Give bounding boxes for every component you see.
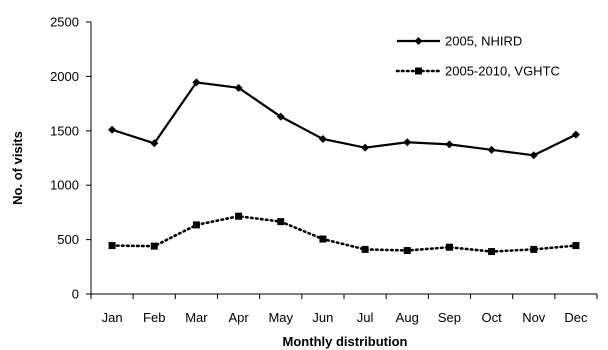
legend: 2005, NHIRD 2005-2010, VGHTC — [395, 34, 560, 79]
series-1 — [108, 78, 580, 160]
data-point — [277, 218, 285, 226]
legend-label: 2005-2010, VGHTC — [445, 64, 560, 79]
data-point — [529, 151, 538, 160]
data-point — [403, 138, 412, 147]
data-point — [150, 139, 159, 148]
data-point — [361, 143, 370, 152]
data-point — [235, 212, 243, 220]
y-tick-label: 500 — [57, 232, 79, 247]
data-point — [445, 140, 454, 149]
legend-marker — [414, 37, 423, 45]
data-point — [318, 134, 327, 143]
y-tick-label: 1000 — [50, 178, 79, 193]
x-tick-label: Sep — [438, 310, 461, 325]
data-point — [192, 221, 200, 229]
x-ticks: Jan Feb Mar Apr May Jun Jul Aug Sep Oct Nov Dec — [90, 294, 598, 325]
series-layer — [108, 78, 580, 256]
y-tick-label: 2000 — [50, 69, 79, 84]
data-point — [571, 130, 580, 139]
x-axis-title: Monthly distribution — [283, 334, 408, 349]
series-line — [110, 214, 578, 253]
data-point — [403, 246, 411, 254]
x-tick-label: Mar — [185, 310, 208, 325]
data-point — [108, 125, 117, 134]
legend-item: 2005-2010, VGHTC — [395, 64, 560, 79]
data-point — [234, 83, 243, 92]
data-point — [572, 242, 580, 250]
x-tick-label: Feb — [143, 310, 165, 325]
data-point — [276, 112, 285, 121]
x-tick-label: Jun — [312, 310, 333, 325]
x-tick-label: Apr — [228, 310, 249, 325]
data-point — [108, 242, 116, 250]
x-tick-label: Jan — [102, 310, 123, 325]
y-tick-label: 2500 — [50, 15, 79, 30]
legend-marker — [415, 67, 422, 75]
y-tick-label: 1500 — [50, 123, 79, 138]
x-tick-label: Oct — [481, 310, 502, 325]
y-axis-title: No. of visits — [10, 131, 25, 205]
y-ticks: 0 500 1000 1500 2000 2500 — [50, 15, 91, 302]
x-tick-label: May — [268, 310, 293, 325]
data-point — [361, 245, 369, 253]
data-point — [445, 243, 453, 251]
x-tick-label: Aug — [396, 310, 419, 325]
data-point — [150, 242, 158, 250]
y-tick-label: 0 — [72, 287, 79, 302]
x-tick-label: Jul — [357, 310, 374, 325]
data-point — [488, 248, 496, 256]
legend-label: 2005, NHIRD — [445, 34, 522, 49]
x-tick-label: Dec — [564, 310, 588, 325]
data-point — [192, 78, 201, 87]
data-point — [487, 145, 496, 154]
series-2 — [108, 212, 580, 256]
series-line — [111, 81, 577, 157]
x-tick-label: Nov — [522, 310, 546, 325]
data-point — [319, 235, 327, 243]
legend-item: 2005, NHIRD — [397, 34, 522, 49]
data-point — [530, 245, 538, 253]
